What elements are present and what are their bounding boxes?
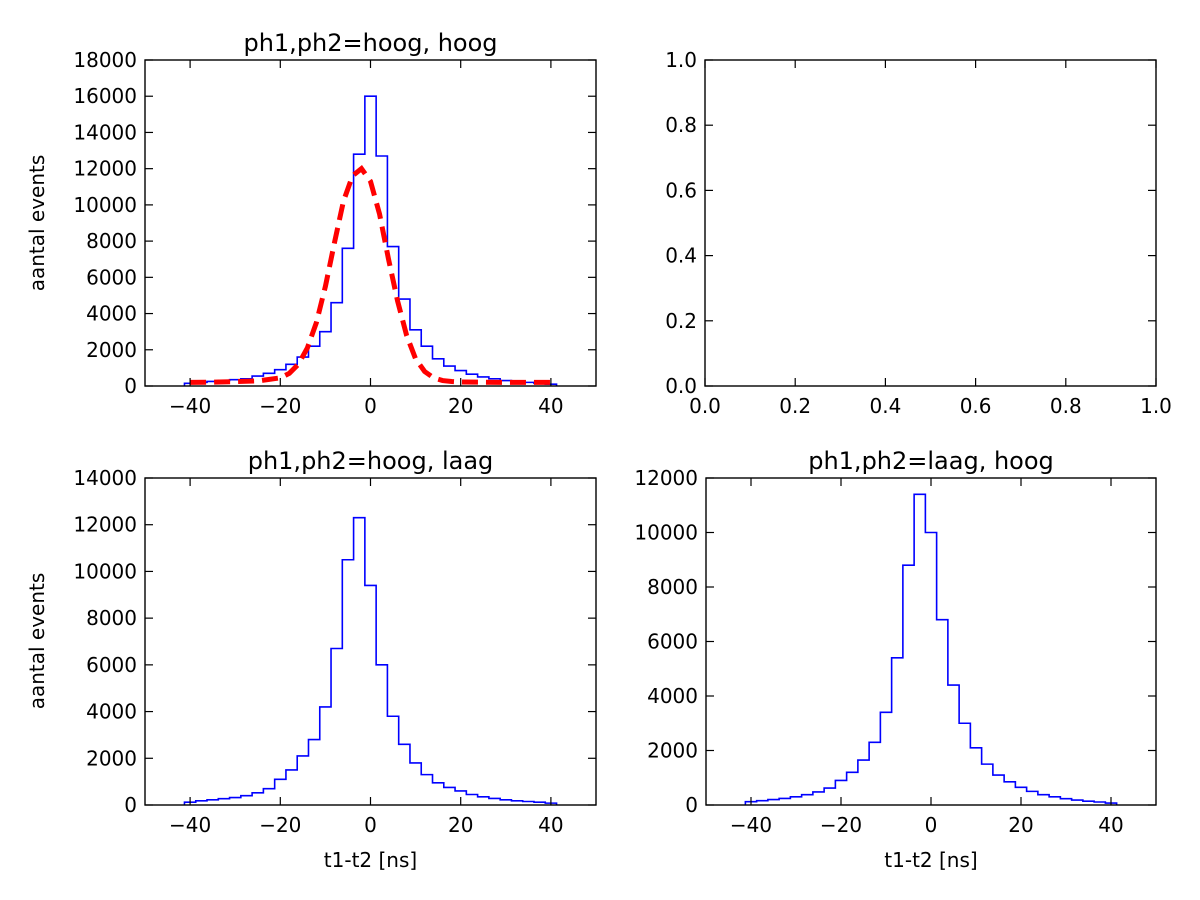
y-tick-label: 2000	[647, 739, 698, 763]
y-tick-label: 16000	[73, 84, 137, 108]
y-tick-label: 0.4	[665, 244, 697, 268]
x-tick-label: 20	[448, 394, 473, 418]
x-tick-label: −20	[259, 813, 301, 837]
y-tick-label: 0	[124, 374, 137, 398]
y-tick-label: 0.6	[665, 178, 697, 202]
subplot-title: ph1,ph2=hoog, laag	[248, 447, 494, 475]
x-tick-label: 40	[1098, 813, 1123, 837]
data-layer	[183, 95, 558, 386]
subplot-title: ph1,ph2=hoog, hoog	[243, 29, 497, 57]
x-axis-label: t1-t2 [ns]	[884, 848, 977, 872]
y-tick-label: 12000	[73, 157, 137, 181]
histogram-step-series	[183, 516, 558, 805]
y-tick-label: 2000	[86, 338, 137, 362]
y-tick-label: 10000	[73, 559, 137, 583]
y-tick-label: 6000	[86, 265, 137, 289]
y-tick-label: 8000	[86, 606, 137, 630]
y-tick-label: 0.0	[665, 374, 697, 398]
y-tick-label: 2000	[86, 746, 137, 770]
y-tick-label: 18000	[73, 48, 137, 72]
subplot-bottom-left: ph1,ph2=hoog, laag aantal events t1-t2 […	[25, 447, 597, 872]
subplot-top-left: ph1,ph2=hoog, hoog aantal events −40 −20 0…	[25, 29, 597, 418]
y-tick-label: 0	[124, 793, 137, 817]
plot-area: −40 −20 0 20 40 0 2000 4000 6000 8000 10000 12000 14…	[73, 466, 597, 837]
data-layer	[183, 516, 558, 805]
histogram-step-series	[183, 95, 558, 386]
x-tick-label: 0.6	[960, 394, 992, 418]
x-tick-label: 0	[925, 813, 938, 837]
plot-area: −40 −20 0 20 40 0 2000 4000 6000 8000 10000 12000 14…	[73, 48, 597, 418]
y-tick-label: 4000	[647, 684, 698, 708]
subplot-bottom-right: ph1,ph2=laag, hoog t1-t2 [ns] −40 −20 0 20 4…	[634, 447, 1157, 872]
y-tick-label: 14000	[73, 466, 137, 490]
x-tick-label: 0.8	[1050, 394, 1082, 418]
x-tick-label: 0.2	[779, 394, 811, 418]
y-axis-label: aantal events	[25, 155, 49, 292]
x-tick-label: 1.0	[1140, 394, 1172, 418]
x-tick-label: −40	[730, 813, 772, 837]
y-tick-label: 10000	[634, 521, 698, 545]
x-tick-label: 0.0	[689, 394, 721, 418]
y-tick-label: 14000	[73, 120, 137, 144]
histogram-step-series	[744, 493, 1118, 805]
x-tick-label: 0.4	[869, 394, 901, 418]
x-tick-label: −40	[169, 813, 211, 837]
x-tick-label: 0	[364, 813, 377, 837]
plot-area: −40 −20 0 20 40 0 2000 4000 6000 8000 10000 12000	[634, 466, 1157, 837]
x-tick-label: 0	[364, 394, 377, 418]
y-tick-label: 0.8	[665, 113, 697, 137]
x-tick-label: −40	[169, 394, 211, 418]
y-tick-label: 0.2	[665, 309, 697, 333]
y-tick-label: 6000	[647, 630, 698, 654]
y-tick-label: 1.0	[665, 48, 697, 72]
subplot-title: ph1,ph2=laag, hoog	[808, 447, 1054, 475]
x-tick-label: 40	[538, 394, 563, 418]
y-tick-label: 8000	[86, 229, 137, 253]
x-axis-label: t1-t2 [ns]	[324, 848, 417, 872]
y-tick-label: 4000	[86, 700, 137, 724]
x-tick-label: 40	[538, 813, 563, 837]
y-tick-label: 12000	[634, 466, 698, 490]
plot-area: 0.0 0.2 0.4 0.6 0.8 1.0 0.0 0.2 0.4 0.6 0.8 1.0	[665, 48, 1172, 418]
y-tick-label: 12000	[73, 513, 137, 537]
x-tick-label: 20	[448, 813, 473, 837]
y-tick-label: 0	[685, 793, 698, 817]
y-tick-label: 10000	[73, 193, 137, 217]
y-tick-label: 4000	[86, 302, 137, 326]
y-tick-label: 6000	[86, 653, 137, 677]
fit-curve-series	[190, 165, 551, 385]
subplot-top-right: 0.0 0.2 0.4 0.6 0.8 1.0 0.0 0.2 0.4 0.6 0.8 1.0	[665, 48, 1172, 418]
y-tick-label: 8000	[647, 575, 698, 599]
data-layer	[744, 493, 1118, 805]
x-tick-label: −20	[820, 813, 862, 837]
x-tick-label: −20	[259, 394, 301, 418]
x-tick-label: 20	[1008, 813, 1033, 837]
axes-frame	[704, 59, 1157, 387]
y-axis-label: aantal events	[25, 573, 49, 710]
